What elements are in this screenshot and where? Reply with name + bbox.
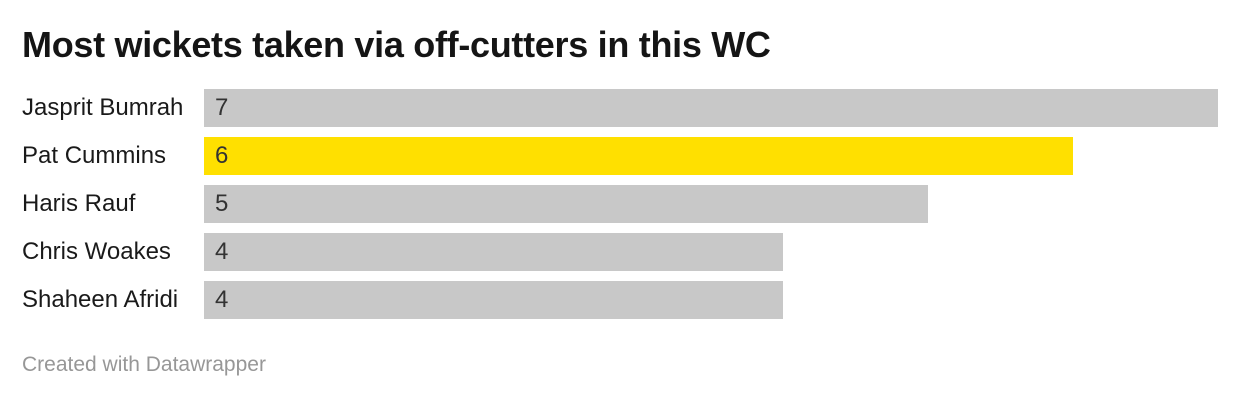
bar-label: Shaheen Afridi bbox=[22, 286, 179, 313]
bar-label: Chris Woakes bbox=[22, 238, 171, 265]
bar-row: Chris Woakes 4 bbox=[22, 233, 1218, 271]
bar-value: 5 bbox=[215, 190, 229, 217]
bar: 6 bbox=[204, 137, 1074, 175]
bar-row: Haris Rauf 5 bbox=[22, 185, 1218, 223]
bar-track: 5 bbox=[204, 185, 1218, 223]
bar-chart-rows: Jasprit Bumrah 7 Pat Cummins 6 Haris Rauf 5 Ch… bbox=[22, 89, 1218, 319]
bar-track: 6 bbox=[204, 137, 1218, 175]
chart-footer: Created with Datawrapper bbox=[22, 352, 1218, 378]
bar-label: Haris Rauf bbox=[22, 190, 136, 217]
bar-label: Jasprit Bumrah bbox=[22, 94, 184, 121]
datawrapper-attribution-link[interactable]: Created with Datawrapper bbox=[22, 353, 266, 376]
bar-value: 7 bbox=[215, 94, 229, 121]
chart-title: Most wickets taken via off-cutters in th… bbox=[22, 24, 771, 65]
bar-label: Pat Cummins bbox=[22, 142, 167, 169]
bar-row: Shaheen Afridi 4 bbox=[22, 281, 1218, 319]
bar-track: 7 bbox=[204, 89, 1218, 127]
bar: 4 bbox=[204, 281, 784, 319]
bar-row: Jasprit Bumrah 7 bbox=[22, 89, 1218, 127]
bar-row: Pat Cummins 6 bbox=[22, 137, 1218, 175]
bar-value: 4 bbox=[215, 238, 229, 265]
bar: 4 bbox=[204, 233, 784, 271]
bar-track: 4 bbox=[204, 281, 1218, 319]
bar-value: 6 bbox=[215, 142, 229, 169]
bar-track: 4 bbox=[204, 233, 1218, 271]
bar-value: 4 bbox=[215, 286, 229, 313]
bar: 7 bbox=[204, 89, 1218, 127]
bar: 5 bbox=[204, 185, 929, 223]
